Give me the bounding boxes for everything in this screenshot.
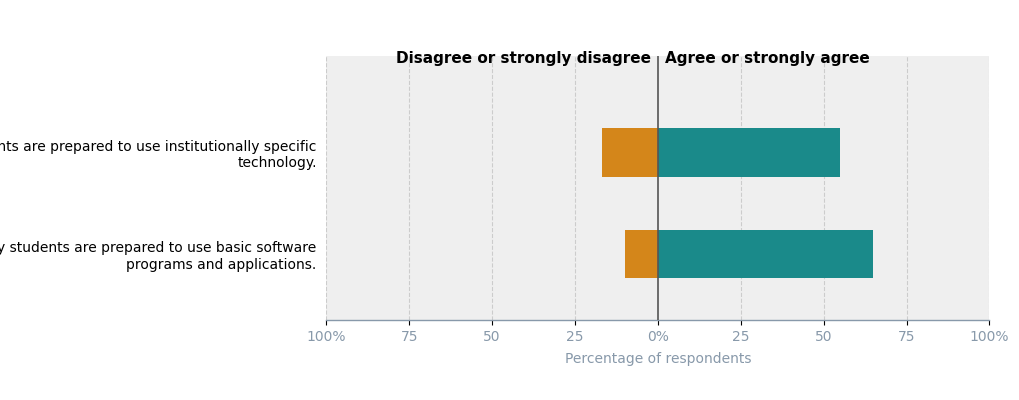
Bar: [624, 230, 657, 278]
Bar: [657, 128, 840, 177]
Bar: [657, 230, 872, 278]
Text: Disagree or strongly disagree: Disagree or strongly disagree: [395, 51, 650, 66]
Text: Agree or strongly agree: Agree or strongly agree: [664, 51, 868, 66]
Bar: [601, 128, 657, 177]
X-axis label: Percentage of respondents: Percentage of respondents: [565, 352, 750, 366]
